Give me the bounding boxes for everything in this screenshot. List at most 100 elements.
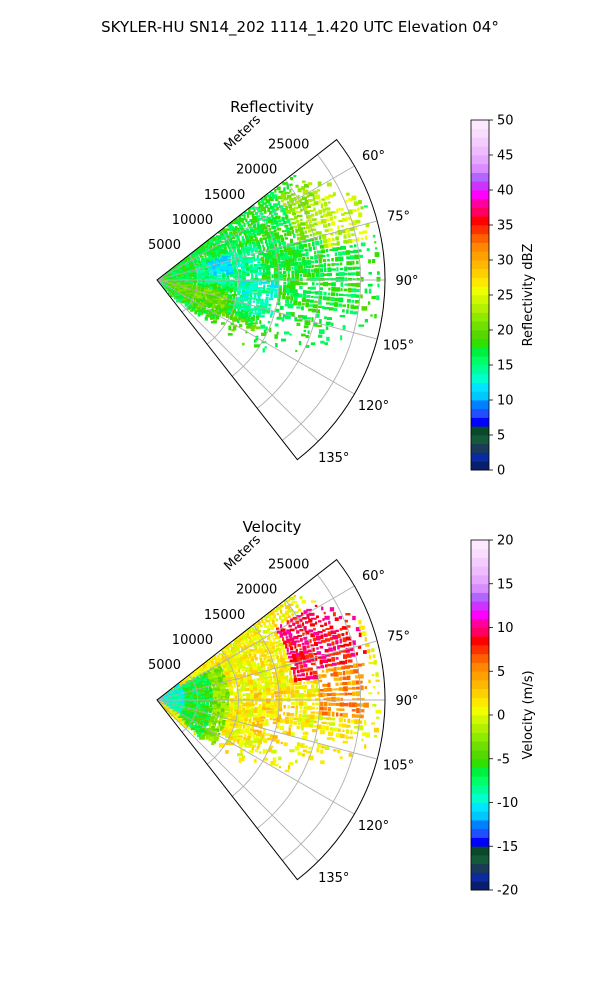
radar-gate [246,273,250,277]
radar-gate [209,238,214,244]
radar-gate [269,681,274,686]
colorbar-swatch [471,706,489,716]
radar-gate [209,704,213,708]
radar-gate [272,714,279,718]
radar-gate [240,656,246,661]
radar-gate [231,717,237,722]
radar-gate [255,318,258,323]
radar-gate [238,284,242,289]
radar-gate [258,250,264,256]
radar-gate [331,662,337,666]
radar-gate [296,674,302,677]
radar-gate [274,280,279,285]
radar-gate [300,253,306,257]
radar-gate [244,742,247,748]
radar-gate [287,705,291,709]
radar-gate [299,710,303,713]
radar-gate [322,629,326,632]
radar-gate [209,316,214,320]
radar-gate [213,721,217,726]
azimuth-tick-label: 105° [383,339,414,354]
radar-gate [204,700,210,703]
radar-gate [320,749,324,754]
radar-gate [259,640,265,644]
radar-gate [284,314,291,320]
radar-gate [342,676,347,681]
radar-gate [235,664,240,669]
radar-gate [307,229,312,233]
radar-gate [272,609,279,613]
radar-gate [266,275,271,278]
radar-gate [288,642,292,648]
radar-gate [348,665,354,668]
radar-gate [303,681,306,685]
radar-gate [263,195,268,201]
radar-gate [254,229,261,234]
radar-gate [339,267,344,271]
radar-gate [248,750,254,753]
radar-gate [345,227,351,233]
radar-gate [221,732,227,736]
radar-gate [290,262,294,267]
radar-gate [222,647,225,653]
radar-gate [313,679,320,684]
azimuth-tick-label: 60° [362,569,385,584]
radar-gate [282,182,289,185]
radar-gate [304,630,310,635]
radar-gate [259,703,262,707]
radar-gate [202,669,206,675]
radar-gate [334,617,339,622]
radar-gate [286,731,292,736]
radar-gate [338,615,343,620]
radar-gate [316,743,322,749]
radar-gate [260,650,265,655]
radar-gate [269,734,273,738]
radar-gate [323,201,328,207]
radar-gate [268,685,275,688]
range-tick-label: 20000 [236,583,277,598]
radar-gate [343,234,347,239]
radar-gate [291,250,298,255]
radar-gate [298,693,304,698]
radar-gate [359,697,365,701]
radar-gate [223,645,230,650]
radar-gate [302,684,308,690]
radar-gate [364,686,368,690]
radar-gate [225,721,231,727]
radar-gate [300,208,303,212]
radar-gate [276,261,283,264]
radar-gate [239,256,244,260]
radar-gate [286,629,291,635]
radar-gate [303,636,307,640]
radar-gate [310,711,316,714]
radar-gate [288,762,294,765]
radar-gate [195,692,202,696]
radar-gate [257,668,264,672]
radar-gate [312,729,317,733]
radar-gate [220,253,226,257]
radar-gate [309,234,313,237]
radar-gate [236,753,243,757]
radar-gate [220,290,225,295]
radar-gate [352,615,356,621]
radar-gate [248,653,252,657]
radar-gate [271,214,274,218]
radar-gate [342,304,347,307]
radar-gate [256,221,260,226]
radar-gate [237,674,244,678]
radar-gate [264,681,271,687]
radar-gate [277,690,284,695]
radar-gate [208,710,212,713]
radar-gate [254,748,259,753]
radar-gate [331,657,335,662]
radar-gate [264,663,270,666]
radar-gate [328,287,331,291]
radar-gate [342,325,346,330]
radar-gate [226,702,230,705]
radar-gate [234,227,241,231]
radar-gate [263,657,267,660]
radar-gate [222,270,225,274]
radar-gate [284,259,291,264]
radar-gate [314,720,318,723]
radar-gate [240,686,246,689]
